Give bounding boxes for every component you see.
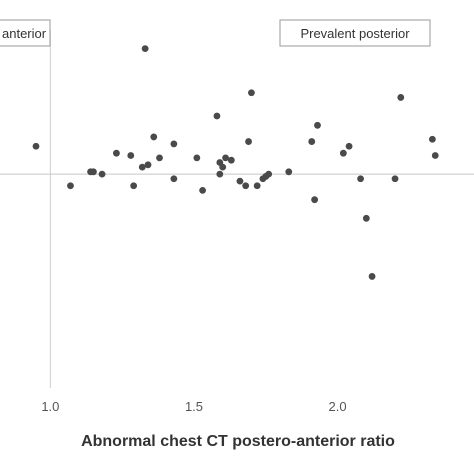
data-point — [156, 154, 163, 162]
x-axis-label: Abnormal chest CT postero-anterior ratio — [81, 433, 395, 450]
data-point — [222, 154, 229, 162]
data-point — [357, 175, 364, 183]
x-tick-labels: 1.0 1.5 2.0 — [41, 399, 346, 414]
data-point — [144, 161, 152, 169]
data-point — [170, 175, 178, 183]
data-point — [98, 170, 106, 178]
data-point — [311, 196, 319, 204]
annotation-prevalent-posterior-label: Prevalent posterior — [300, 26, 410, 41]
data-point — [113, 149, 120, 157]
data-point — [213, 112, 221, 120]
data-point — [285, 168, 293, 176]
data-point — [308, 138, 316, 145]
data-point — [253, 182, 261, 190]
data-point — [67, 182, 74, 190]
data-point — [227, 156, 235, 164]
x-tick-label: 2.0 — [329, 399, 347, 414]
data-point — [130, 182, 138, 190]
annotation-box-anterior-border — [0, 19, 51, 47]
data-point — [339, 149, 347, 157]
data-point — [345, 142, 353, 150]
x-tick-label: 1.5 — [185, 399, 203, 414]
data-point — [428, 135, 436, 143]
data-point — [219, 163, 227, 171]
data-point — [362, 214, 370, 222]
data-point — [199, 187, 206, 194]
data-point — [314, 121, 321, 129]
annotation-box-prevalent-posterior: Prevalent posterior — [279, 19, 431, 47]
data-point — [193, 154, 201, 162]
annotation-anterior-label: anterior — [2, 26, 47, 41]
data-point — [265, 170, 273, 178]
data-point — [245, 138, 252, 145]
data-point — [397, 94, 405, 101]
data-point — [150, 133, 158, 141]
data-point — [391, 175, 399, 183]
data-point — [242, 182, 250, 190]
data-point — [368, 273, 376, 280]
data-point — [127, 152, 135, 159]
annotation-box-anterior: anterior — [0, 19, 51, 47]
data-points — [32, 45, 439, 280]
data-point — [90, 168, 97, 176]
data-point — [431, 152, 439, 159]
data-point — [216, 170, 224, 178]
data-point — [32, 142, 40, 150]
data-point — [138, 163, 146, 171]
axes-layer — [0, 30, 474, 388]
data-point — [170, 140, 178, 148]
annotation-box-prevalent-posterior-border — [279, 19, 431, 47]
data-point — [236, 177, 244, 185]
data-point — [248, 89, 255, 97]
data-point — [141, 45, 149, 52]
x-tick-label: 1.0 — [41, 399, 59, 414]
